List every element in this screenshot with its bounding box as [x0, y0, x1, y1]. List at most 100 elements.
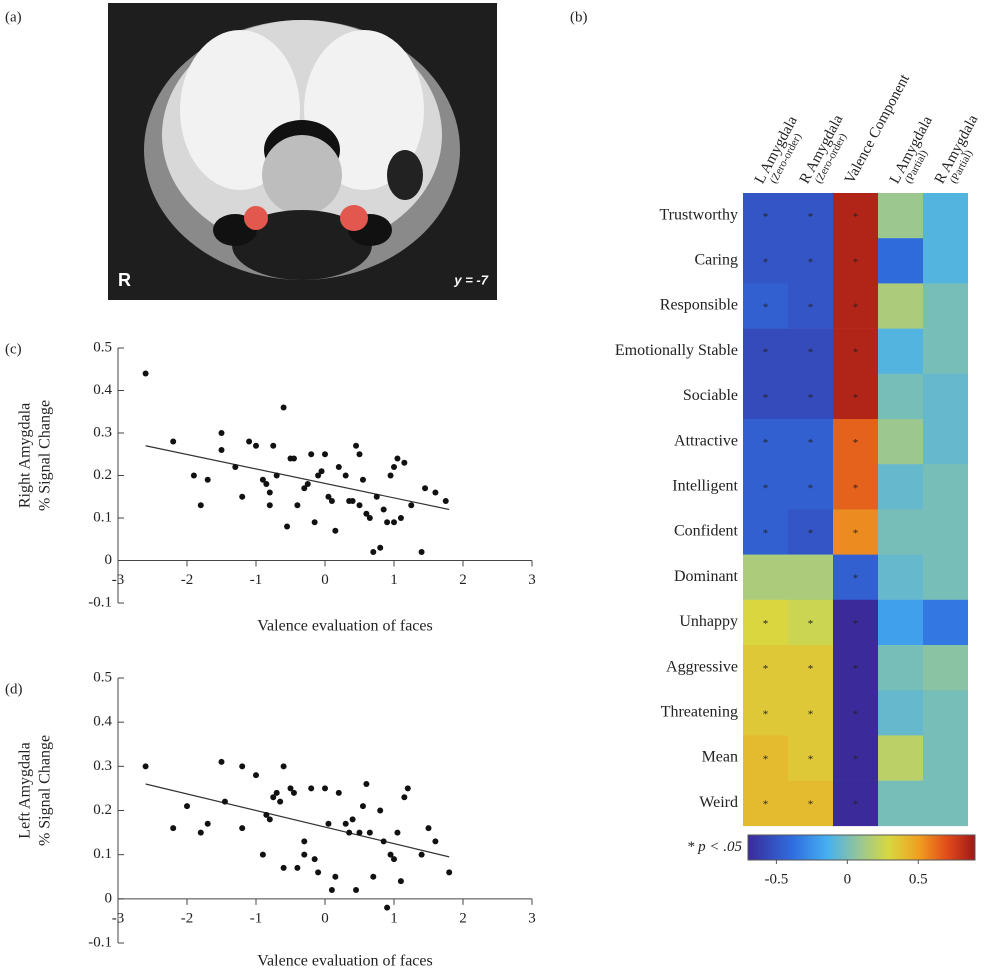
- point: [291, 456, 297, 462]
- x-tick-label: -3: [112, 572, 125, 588]
- y-tick-label: 0.1: [93, 846, 112, 862]
- point: [205, 821, 211, 827]
- row-label: Attractive: [674, 432, 738, 449]
- row-label: Responsible: [660, 297, 738, 314]
- significance-marker: *: [853, 618, 859, 630]
- y-tick-label: 0.2: [93, 467, 112, 483]
- significance-marker: *: [808, 528, 814, 540]
- heatmap-cell: [878, 329, 923, 375]
- point: [336, 790, 342, 796]
- point: [301, 838, 307, 844]
- significance-marker: *: [763, 708, 769, 720]
- point: [391, 856, 397, 862]
- colorbar: [748, 835, 975, 860]
- point: [219, 447, 225, 453]
- point: [260, 852, 266, 858]
- significance-marker: *: [763, 256, 769, 268]
- point: [391, 519, 397, 525]
- significance-marker: *: [808, 256, 814, 268]
- point: [394, 830, 400, 836]
- point: [377, 545, 383, 551]
- point: [191, 473, 197, 479]
- heatmap-cell: [923, 193, 968, 239]
- point: [281, 763, 287, 769]
- y-tick-label: 0.4: [93, 714, 112, 730]
- point: [263, 481, 269, 487]
- point: [360, 477, 366, 483]
- point: [267, 502, 273, 508]
- point: [198, 502, 204, 508]
- x-tick-label: -1: [250, 572, 263, 588]
- point: [419, 852, 425, 858]
- significance-marker: *: [763, 482, 769, 494]
- heatmap-cell: [878, 193, 923, 239]
- point: [246, 439, 252, 445]
- significance-marker: *: [763, 302, 769, 314]
- heatmap-cell: [923, 690, 968, 736]
- point: [432, 490, 438, 496]
- point: [239, 494, 245, 500]
- heatmap-cell: [923, 781, 968, 827]
- heatmap-cell: [878, 735, 923, 781]
- row-label: Threatening: [661, 703, 738, 720]
- point: [446, 869, 452, 875]
- significance-marker: *: [853, 708, 859, 720]
- significance-marker: *: [853, 347, 859, 359]
- heatmap-cell: [878, 555, 923, 601]
- y-tick-label: 0.3: [93, 758, 112, 774]
- point: [322, 451, 328, 457]
- significance-marker: *: [763, 347, 769, 359]
- significance-marker: *: [808, 392, 814, 404]
- point: [274, 790, 280, 796]
- x-tick-label: 3: [528, 910, 536, 926]
- point: [422, 485, 428, 491]
- x-tick-label: -1: [250, 910, 263, 926]
- point: [367, 515, 373, 521]
- point: [384, 905, 390, 911]
- y-tick-label: 0.5: [93, 339, 112, 355]
- significance-marker: *: [763, 528, 769, 540]
- colorbar-tick-label: -0.5: [765, 871, 789, 887]
- point: [391, 464, 397, 470]
- y-tick-label: 0: [105, 890, 113, 906]
- point: [370, 874, 376, 880]
- y-tick-label: -0.1: [88, 594, 112, 610]
- significance-marker: *: [853, 437, 859, 449]
- heatmap-cell: [878, 374, 923, 420]
- heatmap-cell: [878, 781, 923, 827]
- point: [353, 443, 359, 449]
- heatmap-cell: [923, 419, 968, 465]
- point: [270, 443, 276, 449]
- point: [267, 816, 273, 822]
- point: [419, 549, 425, 555]
- y-tick-label: 0.1: [93, 509, 112, 525]
- point: [143, 763, 149, 769]
- point: [267, 490, 273, 496]
- point: [357, 502, 363, 508]
- row-label: Aggressive: [666, 658, 738, 675]
- point: [329, 498, 335, 504]
- panel-label: (b): [570, 9, 588, 25]
- point: [353, 887, 359, 893]
- point: [319, 468, 325, 474]
- point: [184, 803, 190, 809]
- significance-marker: *: [763, 663, 769, 675]
- heatmap-cell: [878, 600, 923, 646]
- point: [312, 519, 318, 525]
- x-tick-label: 0: [321, 572, 329, 588]
- y-tick-label: 0: [105, 552, 113, 568]
- significance-marker: *: [853, 573, 859, 585]
- point: [222, 799, 228, 805]
- point: [232, 464, 238, 470]
- point: [170, 825, 176, 831]
- heatmap-cell: [923, 283, 968, 329]
- point: [308, 451, 314, 457]
- x-axis-label: Valence evaluation of faces: [257, 618, 432, 635]
- point: [274, 473, 280, 479]
- point: [370, 549, 376, 555]
- point: [394, 456, 400, 462]
- heatmap-cell: [923, 645, 968, 691]
- y-axis-label: % Signal Change: [37, 400, 54, 511]
- point: [312, 856, 318, 862]
- point: [294, 502, 300, 508]
